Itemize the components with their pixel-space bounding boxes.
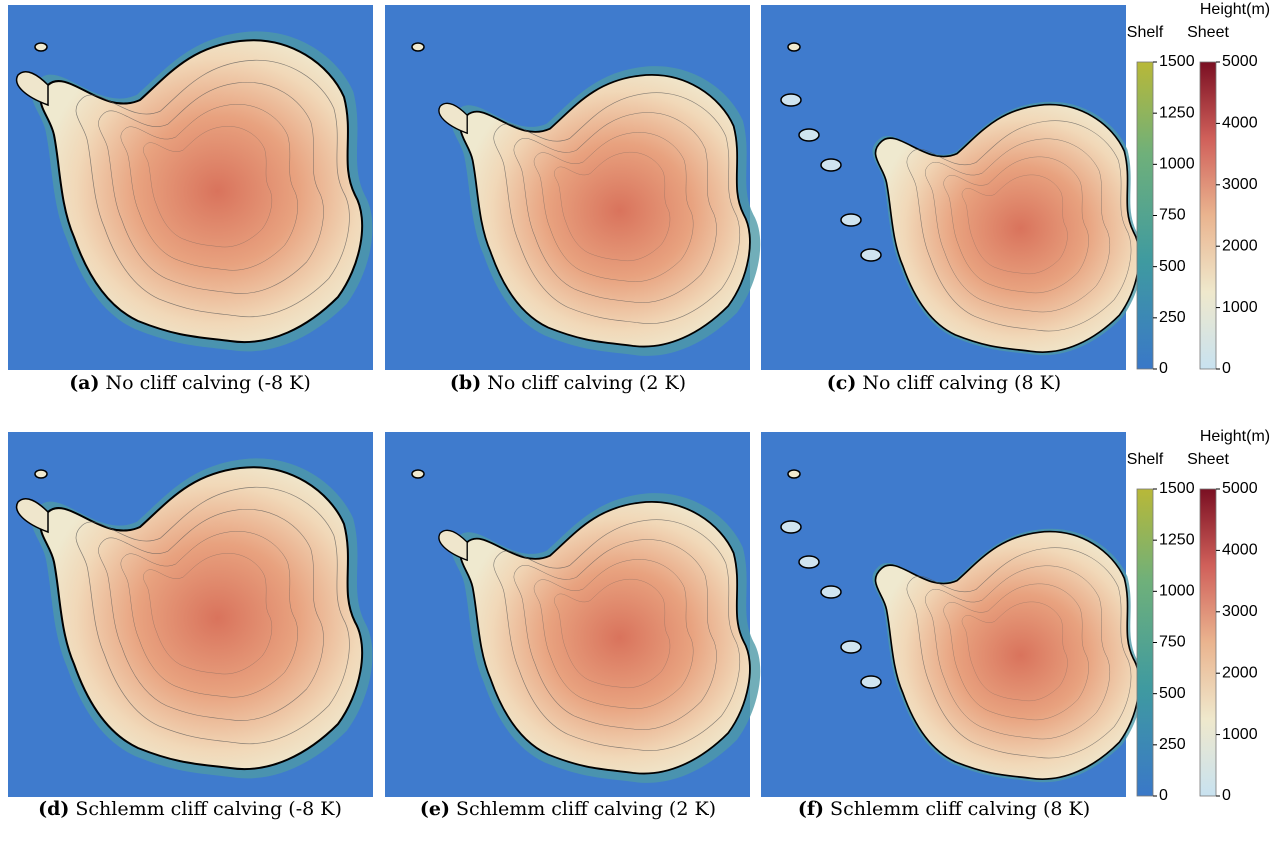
tick-label: 0 [1159,360,1168,377]
island [788,43,800,51]
caption-text: Schlemm cliff calving (2 K) [456,798,716,820]
caption-text: Schlemm cliff calving (8 K) [830,798,1090,820]
tick-label: 500 [1159,685,1186,702]
island [35,470,47,478]
map-panel [385,432,760,797]
tick-label: 1500 [1159,480,1195,497]
tick-label: 750 [1159,634,1186,651]
colorbar-label: Sheet [1187,24,1229,41]
island [861,249,881,261]
panel-label: (e) [420,798,450,820]
colorbar [1137,62,1153,369]
tick-label: 0 [1222,787,1231,804]
tick-label: 3000 [1222,176,1258,193]
panel-label: (c) [827,372,857,394]
tick-label: 750 [1159,207,1186,224]
panel-label: (d) [38,798,69,820]
tick-label: 2000 [1222,237,1258,254]
tick-label: 3000 [1222,603,1258,620]
map-panel [8,5,373,370]
island [821,159,841,171]
island [781,94,801,106]
island [412,43,424,51]
tick-label: 1000 [1159,583,1195,600]
colorbar-label: Shelf [1127,451,1164,468]
island [821,586,841,598]
caption-text: No cliff calving (-8 K) [105,372,310,394]
tick-label: 1250 [1159,531,1195,548]
caption-text: Schlemm cliff calving (-8 K) [75,798,341,820]
panel-label: (b) [450,372,481,394]
colorbar-title: Height(m) [1200,428,1270,445]
map-panel [761,432,1143,797]
tick-label: 5000 [1222,480,1258,497]
tick-label: 2000 [1222,664,1258,681]
tick-label: 250 [1159,309,1186,326]
figure-canvas: Height(m) Shelf 0 250 500 750 1000 1250 1500 Shee… [0,0,1275,847]
tick-label: 1000 [1222,726,1258,743]
tick-label: 0 [1222,360,1231,377]
island [861,676,881,688]
caption-text: No cliff calving (8 K) [862,372,1061,394]
caption: (f) Schlemm cliff calving (8 K) [754,798,1134,820]
tick-label: 4000 [1222,542,1258,559]
colorbar [1200,489,1216,796]
figure: Height(m) Shelf 0 250 500 750 1000 1250 1500 Shee… [0,0,1275,847]
tick-label: 5000 [1222,53,1258,70]
caption: (e) Schlemm cliff calving (2 K) [378,798,758,820]
colorbar-label: Shelf [1127,24,1164,41]
tick-label: 0 [1159,787,1168,804]
colorbar [1137,489,1153,796]
island [788,470,800,478]
island [35,43,47,51]
map-panel [761,5,1143,370]
island [781,521,801,533]
panel-label: (f) [798,798,824,820]
map-panel [8,432,373,797]
tick-label: 4000 [1222,115,1258,132]
tick-label: 1000 [1159,156,1195,173]
island [412,470,424,478]
panel-label: (a) [69,372,99,394]
tick-label: 1250 [1159,104,1195,121]
caption: (c)No cliff calving (8 K) [754,372,1134,394]
island [799,129,819,141]
caption: (a) No cliff calving (-8 K) [0,372,380,394]
caption: (d) Schlemm cliff calving (-8 K) [0,798,380,820]
caption: (b) No cliff calving (2 K) [378,372,758,394]
colorbar [1200,62,1216,369]
tick-label: 250 [1159,736,1186,753]
colorbar-label: Sheet [1187,451,1229,468]
island [841,214,861,226]
colorbar-title: Height(m) [1200,1,1270,18]
island [799,556,819,568]
tick-label: 500 [1159,258,1186,275]
map-panel [385,5,760,370]
tick-label: 1000 [1222,299,1258,316]
island [841,641,861,653]
tick-label: 1500 [1159,53,1195,70]
caption-text: No cliff calving (2 K) [487,372,686,394]
